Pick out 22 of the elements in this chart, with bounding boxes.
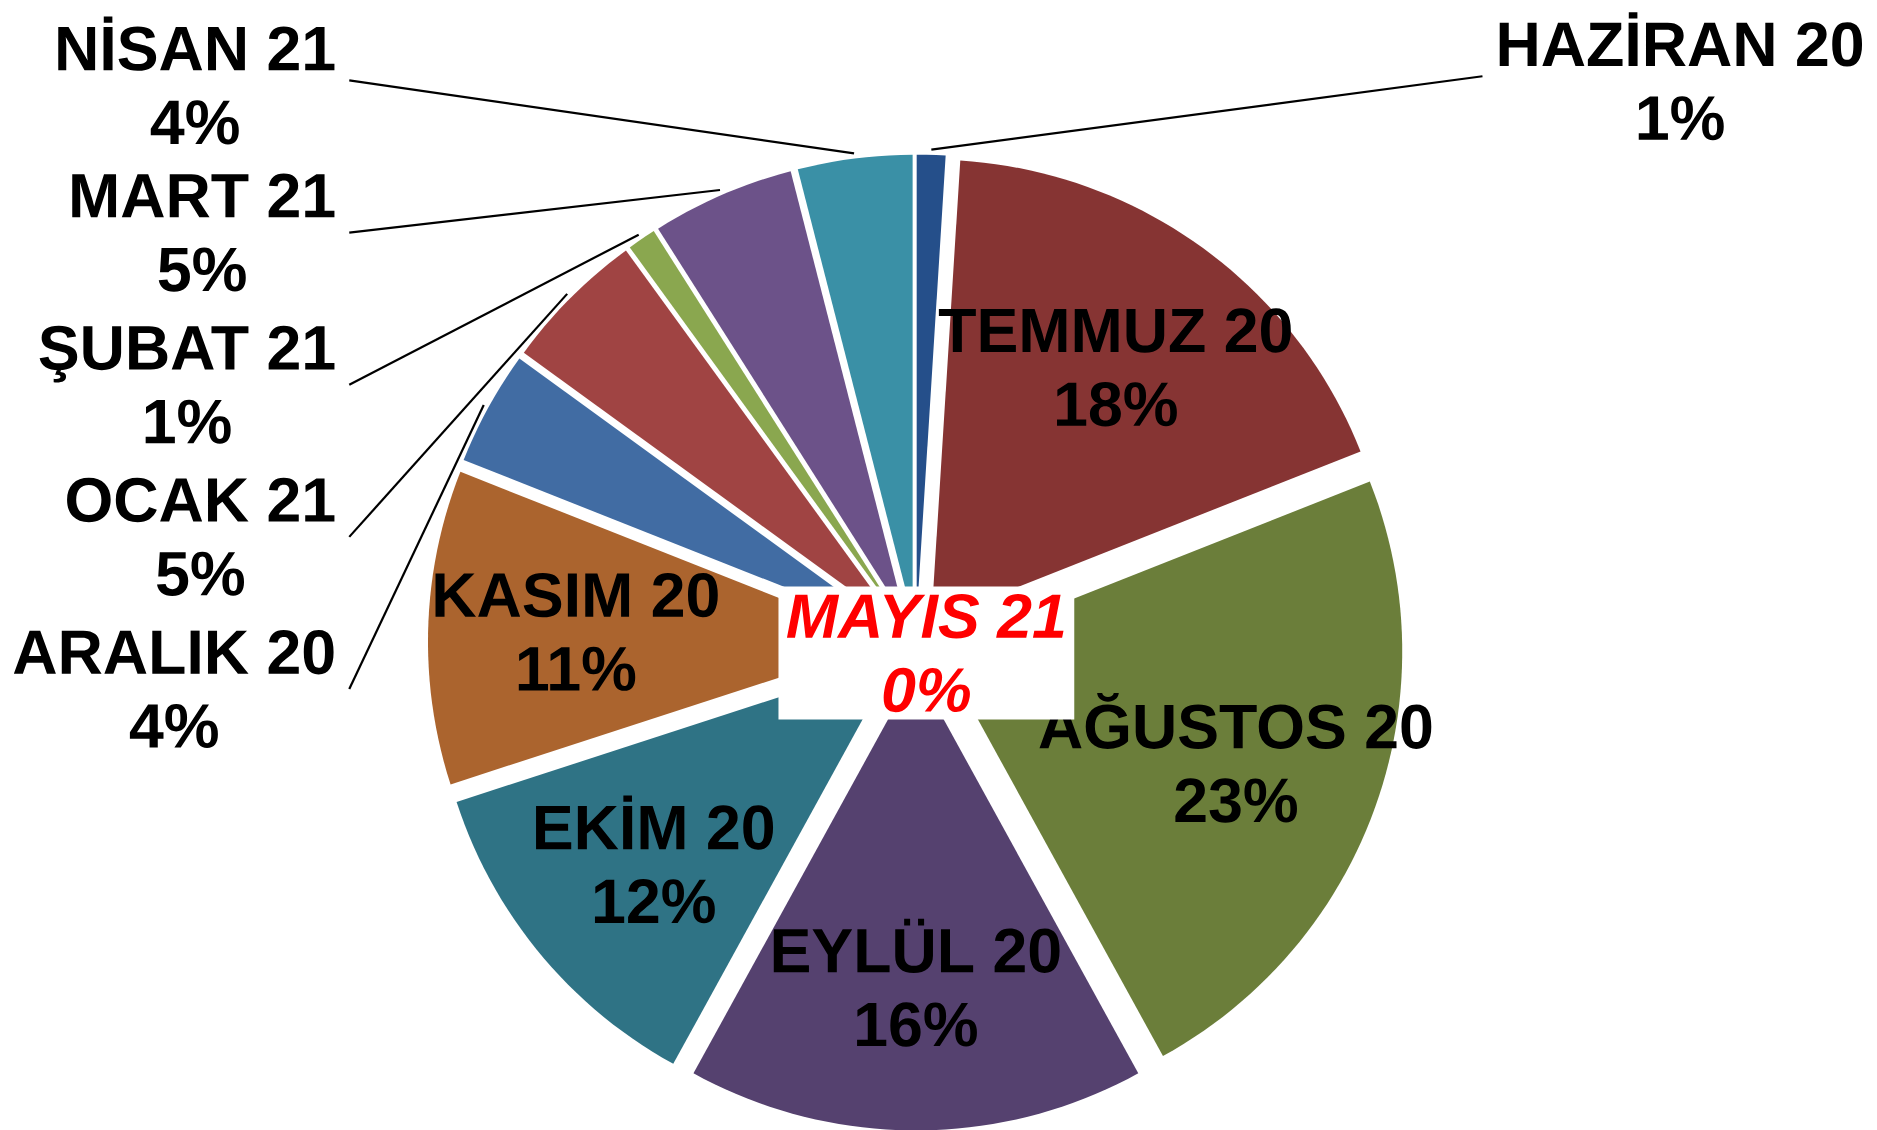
slice-label: ŞUBAT 21	[39, 325, 335, 383]
slice-label: HAZİRAN 20	[1499, 12, 1863, 67]
data-label: 23%	[1175, 778, 1297, 823]
category-label: MAYIS 21	[786, 593, 1064, 639]
slice-label: EKİM 20	[536, 795, 774, 850]
slice-label: OCAK 21	[67, 477, 335, 522]
data-label: 16%	[857, 1002, 977, 1047]
data-label: 4%	[129, 703, 218, 748]
data-label: 4%	[150, 100, 239, 145]
data-label: 18%	[1057, 381, 1177, 427]
slice-label: KASIM 20	[435, 572, 718, 618]
text: 0%	[883, 667, 970, 712]
slice-label: EYLÜL 20	[773, 918, 1060, 973]
slice-label: NİSAN 21	[58, 16, 335, 71]
data-label: 12%	[594, 878, 715, 924]
slice-label: MART 21	[72, 173, 335, 218]
data-label: 1%	[145, 399, 231, 444]
data-label: 11%	[518, 646, 636, 691]
data-label: 5%	[158, 247, 246, 292]
data-label: 1%	[1638, 95, 1724, 140]
slice-label: ARALIK 20	[13, 629, 334, 675]
data-label: 5%	[156, 551, 245, 596]
